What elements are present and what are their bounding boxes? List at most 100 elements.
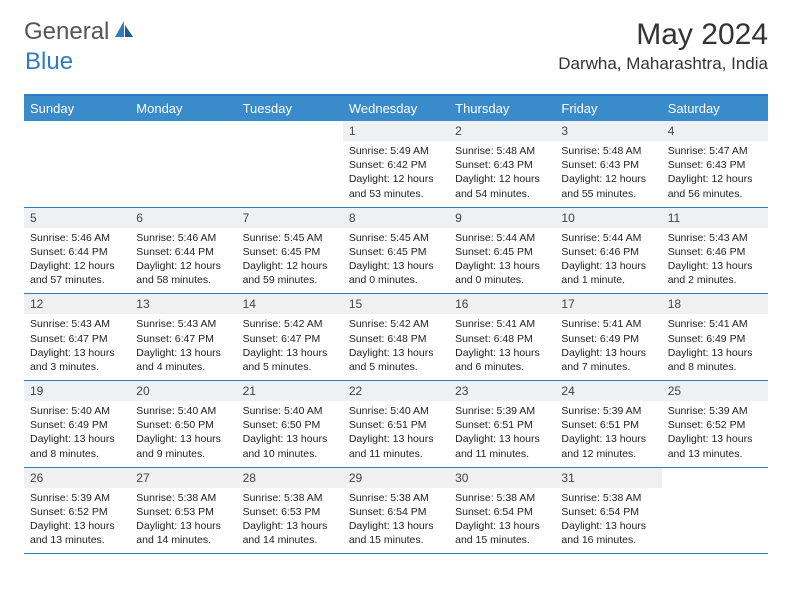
sunset-text: Sunset: 6:54 PM <box>561 505 655 519</box>
day-detail-cell: Sunrise: 5:48 AMSunset: 6:43 PMDaylight:… <box>555 141 661 207</box>
daylight-text: Daylight: 13 hours <box>349 432 443 446</box>
day-number-cell: 2 <box>449 121 555 141</box>
day-detail-cell: Sunrise: 5:38 AMSunset: 6:53 PMDaylight:… <box>237 488 343 554</box>
day-detail-cell: Sunrise: 5:41 AMSunset: 6:49 PMDaylight:… <box>662 314 768 380</box>
day-number-cell: 30 <box>449 467 555 488</box>
day-number-cell: 16 <box>449 294 555 315</box>
location-label: Darwha, Maharashtra, India <box>558 54 768 74</box>
daylight-text: Daylight: 13 hours <box>243 346 337 360</box>
daylight-text: Daylight: 12 hours <box>243 259 337 273</box>
day-number-cell: 29 <box>343 467 449 488</box>
daylight-text: and 0 minutes. <box>349 273 443 287</box>
sunrise-text: Sunrise: 5:47 AM <box>668 144 762 158</box>
sunrise-text: Sunrise: 5:38 AM <box>136 491 230 505</box>
daylight-text: Daylight: 13 hours <box>455 346 549 360</box>
day-detail-cell: Sunrise: 5:46 AMSunset: 6:44 PMDaylight:… <box>130 228 236 294</box>
sunset-text: Sunset: 6:43 PM <box>561 158 655 172</box>
day-detail-cell: Sunrise: 5:45 AMSunset: 6:45 PMDaylight:… <box>237 228 343 294</box>
sunrise-text: Sunrise: 5:44 AM <box>561 231 655 245</box>
sunrise-text: Sunrise: 5:39 AM <box>668 404 762 418</box>
day-number-cell: 21 <box>237 381 343 402</box>
sunset-text: Sunset: 6:48 PM <box>349 332 443 346</box>
day-detail-cell: Sunrise: 5:45 AMSunset: 6:45 PMDaylight:… <box>343 228 449 294</box>
sunrise-text: Sunrise: 5:41 AM <box>668 317 762 331</box>
sunset-text: Sunset: 6:51 PM <box>349 418 443 432</box>
day-number-cell: 7 <box>237 207 343 228</box>
day-detail-cell: Sunrise: 5:38 AMSunset: 6:54 PMDaylight:… <box>555 488 661 554</box>
month-title: May 2024 <box>558 18 768 52</box>
day-number-cell: 1 <box>343 121 449 141</box>
day-detail-cell: Sunrise: 5:41 AMSunset: 6:49 PMDaylight:… <box>555 314 661 380</box>
day-number-cell: 24 <box>555 381 661 402</box>
day-detail-cell <box>24 141 130 207</box>
day-number-cell <box>237 121 343 141</box>
day-detail-cell: Sunrise: 5:42 AMSunset: 6:47 PMDaylight:… <box>237 314 343 380</box>
daylight-text: Daylight: 13 hours <box>668 259 762 273</box>
sunrise-text: Sunrise: 5:45 AM <box>349 231 443 245</box>
day-number-cell: 9 <box>449 207 555 228</box>
day-number-cell <box>130 121 236 141</box>
sunrise-text: Sunrise: 5:39 AM <box>455 404 549 418</box>
sunset-text: Sunset: 6:47 PM <box>30 332 124 346</box>
sunset-text: Sunset: 6:50 PM <box>136 418 230 432</box>
sunset-text: Sunset: 6:51 PM <box>455 418 549 432</box>
daylight-text: and 2 minutes. <box>668 273 762 287</box>
day-number-cell: 22 <box>343 381 449 402</box>
daylight-text: and 13 minutes. <box>668 447 762 461</box>
sunset-text: Sunset: 6:54 PM <box>455 505 549 519</box>
day-number-cell: 3 <box>555 121 661 141</box>
daylight-text: and 57 minutes. <box>30 273 124 287</box>
day-detail-cell: Sunrise: 5:43 AMSunset: 6:47 PMDaylight:… <box>24 314 130 380</box>
daylight-text: Daylight: 13 hours <box>668 346 762 360</box>
day-number-cell: 4 <box>662 121 768 141</box>
daylight-text: Daylight: 13 hours <box>30 432 124 446</box>
daylight-text: and 7 minutes. <box>561 360 655 374</box>
daylight-text: and 8 minutes. <box>668 360 762 374</box>
day-number-cell: 20 <box>130 381 236 402</box>
weekday-header: Wednesday <box>343 96 449 121</box>
sunset-text: Sunset: 6:45 PM <box>349 245 443 259</box>
sunrise-text: Sunrise: 5:40 AM <box>30 404 124 418</box>
daylight-text: and 53 minutes. <box>349 187 443 201</box>
daylight-text: Daylight: 13 hours <box>136 519 230 533</box>
daylight-text: and 8 minutes. <box>30 447 124 461</box>
day-number-cell: 27 <box>130 467 236 488</box>
day-number-cell: 14 <box>237 294 343 315</box>
sunrise-text: Sunrise: 5:39 AM <box>561 404 655 418</box>
day-detail-cell: Sunrise: 5:47 AMSunset: 6:43 PMDaylight:… <box>662 141 768 207</box>
sunset-text: Sunset: 6:49 PM <box>30 418 124 432</box>
day-detail-cell: Sunrise: 5:39 AMSunset: 6:51 PMDaylight:… <box>449 401 555 467</box>
day-number-cell: 18 <box>662 294 768 315</box>
daylight-text: Daylight: 12 hours <box>561 172 655 186</box>
calendar-header-row: Sunday Monday Tuesday Wednesday Thursday… <box>24 96 768 121</box>
daylight-text: Daylight: 12 hours <box>455 172 549 186</box>
weekday-header: Tuesday <box>237 96 343 121</box>
sunrise-text: Sunrise: 5:41 AM <box>561 317 655 331</box>
daylight-text: Daylight: 12 hours <box>30 259 124 273</box>
daylight-text: and 11 minutes. <box>455 447 549 461</box>
day-number-cell: 28 <box>237 467 343 488</box>
sunrise-text: Sunrise: 5:49 AM <box>349 144 443 158</box>
daylight-text: and 56 minutes. <box>668 187 762 201</box>
sunset-text: Sunset: 6:52 PM <box>668 418 762 432</box>
day-detail-cell: Sunrise: 5:39 AMSunset: 6:52 PMDaylight:… <box>662 401 768 467</box>
sunrise-text: Sunrise: 5:40 AM <box>136 404 230 418</box>
daylight-text: Daylight: 13 hours <box>243 519 337 533</box>
daylight-text: Daylight: 13 hours <box>30 519 124 533</box>
daylight-text: Daylight: 12 hours <box>668 172 762 186</box>
sunset-text: Sunset: 6:42 PM <box>349 158 443 172</box>
day-detail-cell: Sunrise: 5:44 AMSunset: 6:45 PMDaylight:… <box>449 228 555 294</box>
daylight-text: Daylight: 13 hours <box>455 432 549 446</box>
sunrise-text: Sunrise: 5:42 AM <box>349 317 443 331</box>
sunrise-text: Sunrise: 5:43 AM <box>668 231 762 245</box>
day-detail-cell: Sunrise: 5:48 AMSunset: 6:43 PMDaylight:… <box>449 141 555 207</box>
day-number-row: 567891011 <box>24 207 768 228</box>
sunset-text: Sunset: 6:47 PM <box>136 332 230 346</box>
day-number-row: 19202122232425 <box>24 381 768 402</box>
day-detail-cell: Sunrise: 5:40 AMSunset: 6:50 PMDaylight:… <box>130 401 236 467</box>
sunrise-text: Sunrise: 5:38 AM <box>243 491 337 505</box>
day-number-cell: 13 <box>130 294 236 315</box>
daylight-text: Daylight: 13 hours <box>561 432 655 446</box>
sunset-text: Sunset: 6:43 PM <box>668 158 762 172</box>
day-detail-cell: Sunrise: 5:39 AMSunset: 6:52 PMDaylight:… <box>24 488 130 554</box>
